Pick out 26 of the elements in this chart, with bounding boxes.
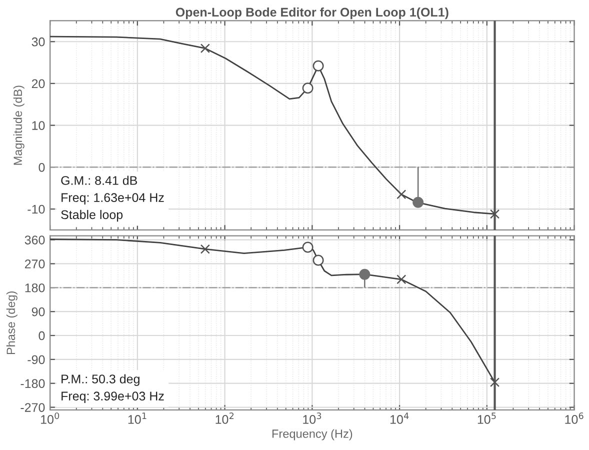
y-tick-label: -270 xyxy=(20,403,45,412)
y-tick-label: 30 xyxy=(32,37,45,46)
y-tick-label: 90 xyxy=(32,307,45,316)
y-tick-label: 10 xyxy=(32,121,45,130)
x-axis-title: Frequency (Hz) xyxy=(272,429,352,440)
y-tick-label: -10 xyxy=(28,204,45,214)
y-tick-label: 360 xyxy=(24,236,45,244)
x-tick-label: 10$^{2}$ xyxy=(216,412,234,424)
y-axis-title: Phase (deg) xyxy=(6,291,18,354)
x-tick-label: 10$^{1}$ xyxy=(128,412,146,424)
y-axis-title: Magnitude (dB) xyxy=(13,86,24,165)
y-tick-label: 0 xyxy=(38,162,45,172)
chart-title: Open-Loop Bode Editor for Open Loop 1(OL1) xyxy=(176,7,448,20)
y-tick-label: 270 xyxy=(24,260,45,268)
annotation: P.M.: 50.3 deg Freq: 3.99e+03 Hz xyxy=(62,374,164,403)
annotation: G.M.: 8.41 dB Freq: 1.63e+04 Hz Stable loop xyxy=(61,176,164,222)
x-tick-label: 10$^{3}$ xyxy=(303,412,322,424)
x-tick-label: 10$^{6}$ xyxy=(565,412,584,424)
x-tick-label: 10$^{5}$ xyxy=(478,412,496,424)
y-tick-label: 180 xyxy=(25,283,45,292)
x-tick-label: 10$^{4}$ xyxy=(390,412,409,424)
y-tick-label: -180 xyxy=(20,379,45,388)
y-tick-label: 0 xyxy=(38,331,45,340)
x-tick-label: 10$^{0}$ xyxy=(41,412,60,424)
y-tick-label: -90 xyxy=(28,355,45,364)
y-tick-label: 20 xyxy=(32,79,45,88)
